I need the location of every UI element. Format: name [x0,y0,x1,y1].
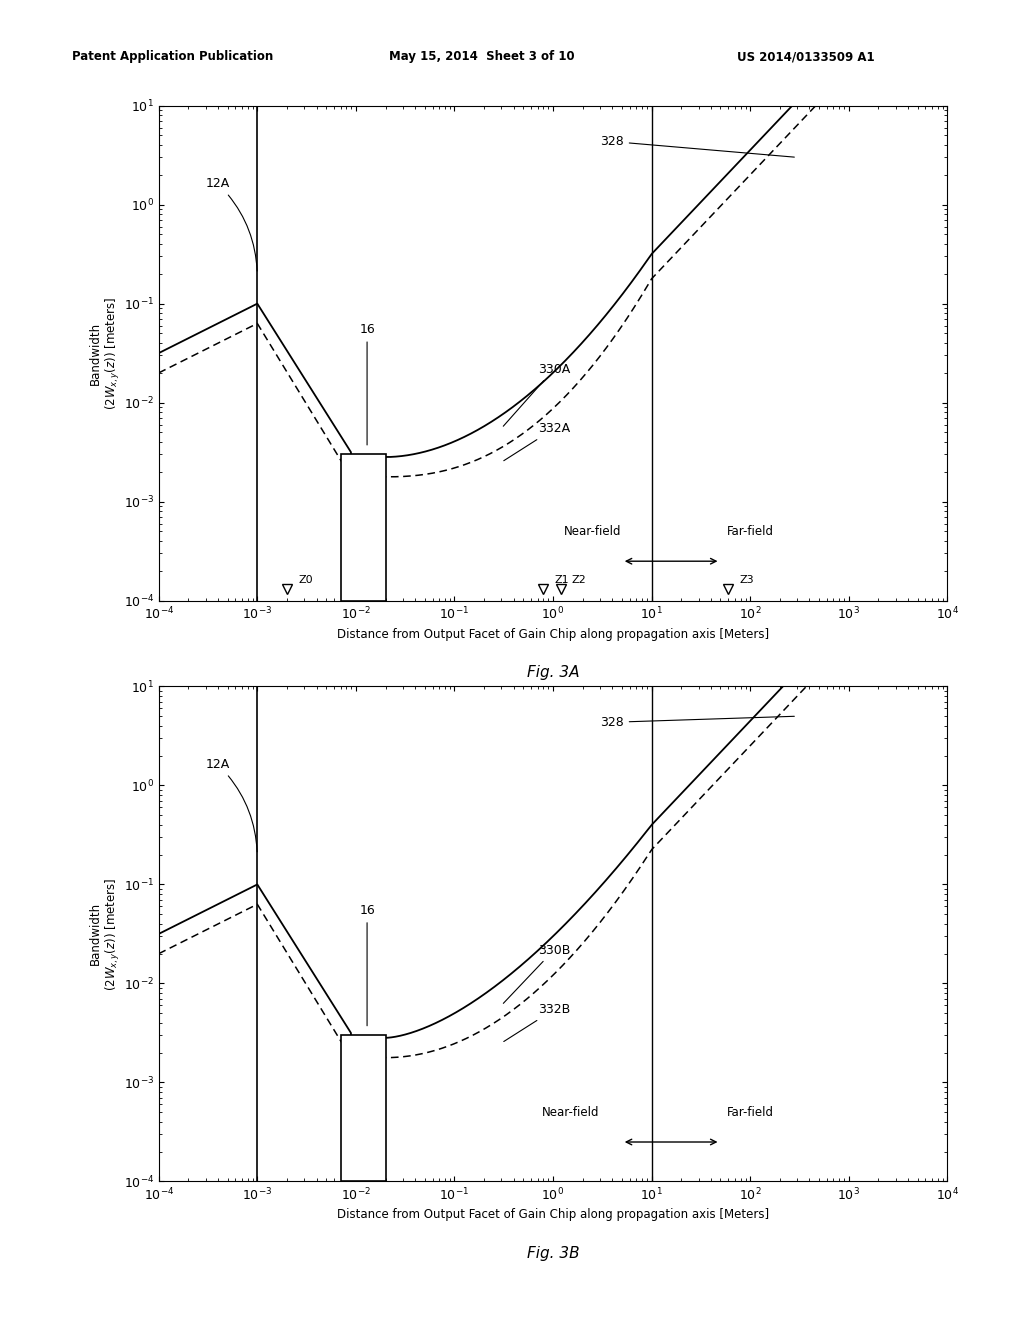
Text: 330A: 330A [503,363,570,426]
Y-axis label: Bandwidth
$(2W_{x,y}(z))$ [meters]: Bandwidth $(2W_{x,y}(z))$ [meters] [89,297,122,409]
Text: 16: 16 [359,323,375,445]
Text: Z0: Z0 [298,576,312,585]
Text: Z3: Z3 [739,576,754,585]
Text: Far-field: Far-field [727,525,773,539]
Text: 12A: 12A [206,177,257,271]
Text: 328: 328 [600,715,795,729]
X-axis label: Distance from Output Facet of Gain Chip along propagation axis [Meters]: Distance from Output Facet of Gain Chip … [337,1208,769,1221]
Text: Fig. 3A: Fig. 3A [526,665,580,680]
Text: Z2: Z2 [572,576,587,585]
Text: 330B: 330B [504,944,570,1003]
Text: Near-field: Near-field [563,525,621,539]
Y-axis label: Bandwidth
$(2W_{x,y}(z))$ [meters]: Bandwidth $(2W_{x,y}(z))$ [meters] [89,878,122,990]
Text: Far-field: Far-field [727,1106,773,1119]
Text: Patent Application Publication: Patent Application Publication [72,50,273,63]
Text: 332B: 332B [504,1003,570,1041]
Text: US 2014/0133509 A1: US 2014/0133509 A1 [737,50,874,63]
X-axis label: Distance from Output Facet of Gain Chip along propagation axis [Meters]: Distance from Output Facet of Gain Chip … [337,627,769,640]
Text: 332A: 332A [504,422,569,461]
Text: 12A: 12A [206,758,257,851]
Text: 328: 328 [600,135,795,157]
Bar [341,454,385,601]
Text: Near-field: Near-field [542,1106,599,1119]
Text: May 15, 2014  Sheet 3 of 10: May 15, 2014 Sheet 3 of 10 [389,50,574,63]
Text: 16: 16 [359,904,375,1026]
Bar [341,1035,385,1181]
Text: Z1: Z1 [555,576,569,585]
Text: Fig. 3B: Fig. 3B [526,1246,580,1261]
